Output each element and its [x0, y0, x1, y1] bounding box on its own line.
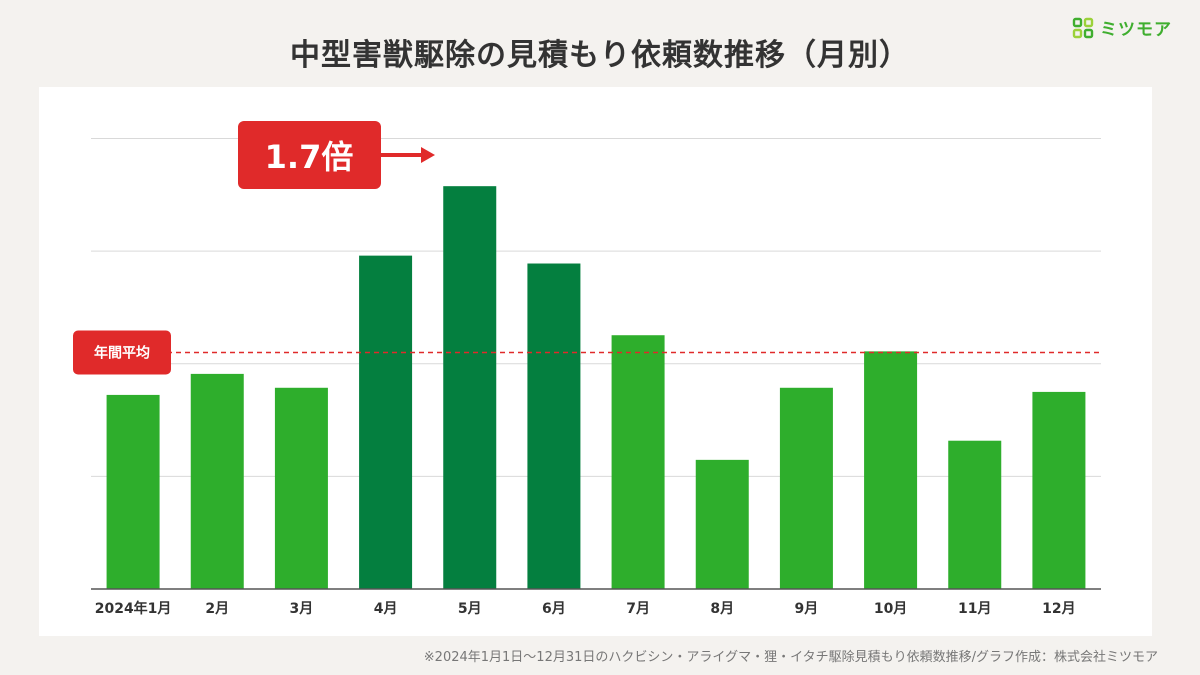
x-tick-label: 5月: [458, 601, 482, 617]
x-tick-label: 8月: [710, 601, 734, 617]
x-tick-label: 11月: [958, 601, 991, 617]
bar: [190, 373, 244, 589]
logo-icon: [1072, 17, 1094, 38]
bar: [611, 335, 665, 589]
x-tick-label: 10月: [874, 601, 907, 617]
bar: [106, 394, 160, 589]
average-label-box: [73, 330, 171, 375]
logo-text: ミツモア: [1100, 20, 1172, 40]
bar: [359, 255, 413, 589]
x-tick-label: 6月: [542, 601, 566, 617]
bar: [779, 387, 833, 589]
x-tick-label: 12月: [1042, 601, 1075, 617]
bar: [864, 351, 918, 589]
bar: [274, 387, 328, 589]
chart-panel: 2024年1月 2月 3月 4月 5月 6月 7月 8月 9月 10月 11月 12月 年間平均 1.7倍: [39, 87, 1152, 636]
x-tick-label: 2024年1月: [95, 600, 172, 617]
x-tick-label: 4月: [374, 601, 398, 617]
x-tick-label: 2月: [205, 601, 229, 617]
x-tick-label: 7月: [626, 601, 650, 617]
bar: [443, 186, 497, 589]
bar: [948, 440, 1002, 589]
bar: [527, 263, 581, 589]
average-label: 年間平均: [94, 344, 150, 361]
annotation-arrow-head: [421, 147, 435, 163]
annotation-box: [238, 121, 381, 189]
footnote: ※2024年1月1日〜12月31日のハクビシン・アライグマ・狸・イタチ駆除見積も…: [423, 650, 1158, 665]
brand-logo: ミツモア: [1072, 15, 1172, 40]
chart-title: 中型害獣駆除の見積もり依頼数推移（月別）: [290, 38, 910, 73]
bar: [1032, 391, 1086, 589]
bar-chart: 2024年1月 2月 3月 4月 5月 6月 7月 8月 9月 10月 11月 12月 年間平均 1.7倍: [73, 121, 1101, 617]
bar: [695, 459, 749, 589]
x-tick-label: 9月: [795, 601, 819, 617]
annotation-text: 1.7倍: [265, 138, 354, 176]
x-tick-label: 3月: [290, 601, 314, 617]
